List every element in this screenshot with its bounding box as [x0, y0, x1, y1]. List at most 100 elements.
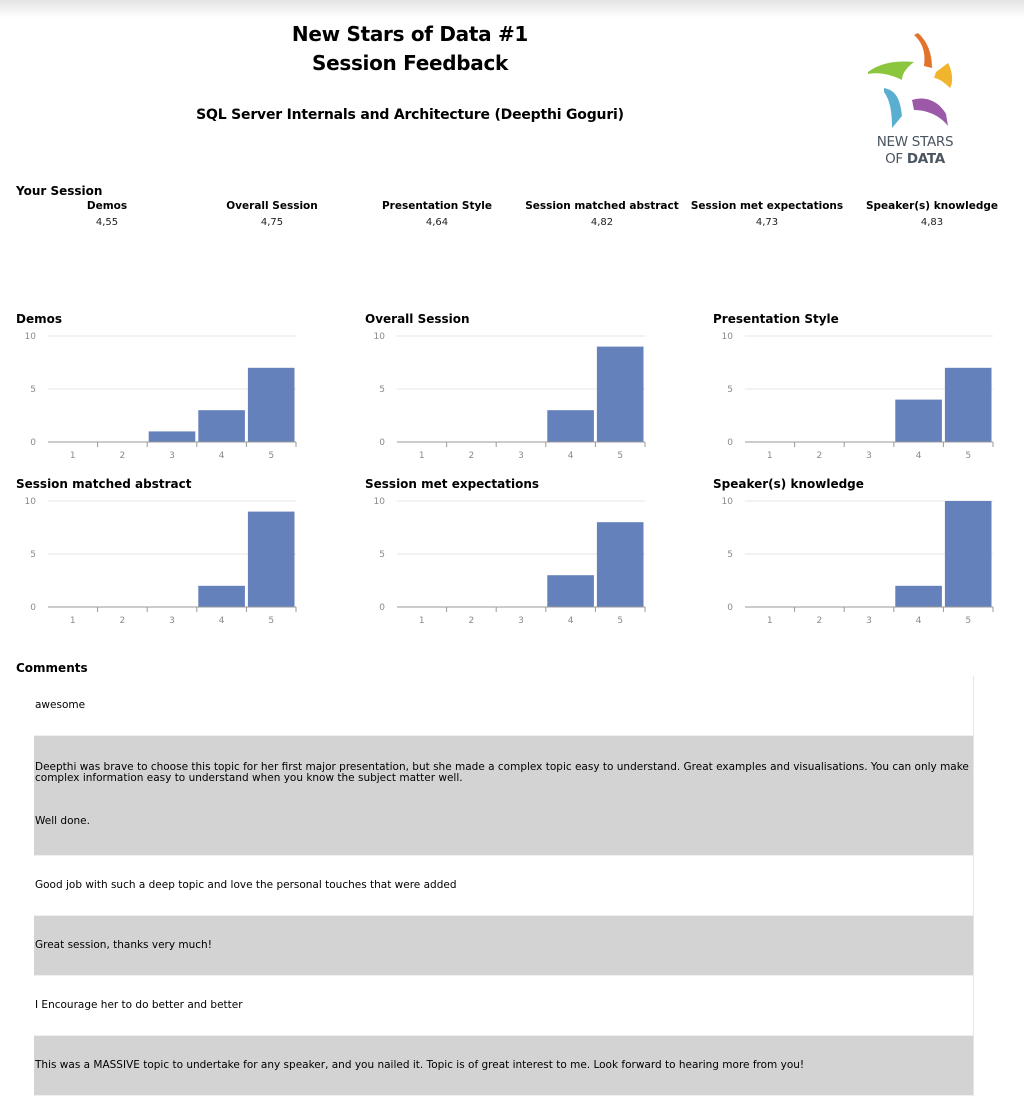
report-subtitle: Session Feedback: [311, 51, 509, 75]
logo-text-line1: NEW STARS: [876, 134, 954, 150]
kpi-label: Session matched abstract: [525, 200, 679, 212]
logo-text-data: DATA: [906, 151, 945, 167]
chart-plot: 0 5 10 1 2 3 4 5: [25, 497, 297, 626]
y-tick-label: 5: [379, 385, 385, 395]
kpi-label: Overall Session: [226, 200, 318, 212]
comment-item: I Encourage her to do better and better: [34, 976, 973, 1036]
chart-session-matched-abstract: Session matched abstract 0 5 10 1 2 3 4 5: [16, 477, 326, 637]
bar-5: [596, 522, 644, 607]
chart-plot: 0 5 10 1 2 3 4 5: [722, 332, 994, 461]
y-tick-label: 5: [727, 550, 733, 560]
kpi-presentation-style: Presentation Style 4,64: [347, 200, 527, 228]
comment-item: This was a MASSIVE topic to undertake fo…: [34, 1036, 973, 1096]
y-tick-label: 10: [722, 332, 734, 342]
x-tick-label: 4: [916, 451, 922, 461]
your-session-heading: Your Session: [16, 184, 103, 198]
y-tick-label: 10: [25, 332, 37, 342]
comment-text: Deepthi was brave to choose this topic f…: [35, 761, 973, 784]
y-tick-label: 0: [727, 438, 733, 448]
bar-3: [148, 431, 196, 442]
chart-title: Demos: [16, 312, 62, 326]
x-tick-label: 3: [518, 451, 524, 461]
x-tick-label: 3: [169, 616, 175, 626]
chart-title: Presentation Style: [713, 312, 839, 326]
x-tick-label: 1: [70, 451, 76, 461]
comment-item: Great session, thanks very much!: [34, 916, 973, 976]
comment-item: awesome: [34, 676, 973, 736]
chart-title: Overall Session: [365, 312, 470, 326]
chart-session-met-expectations: Session met expectations 0 5 10 1 2 3 4 5: [365, 477, 675, 637]
x-tick-label: 1: [767, 451, 773, 461]
bar-4: [895, 399, 942, 442]
comment-text: Well done.: [35, 815, 90, 827]
y-tick-label: 5: [727, 385, 733, 395]
kpi-value: 4,82: [590, 217, 614, 228]
kpi-session-met-expectations: Session met expectations 4,73: [677, 200, 857, 228]
chart-plot: 0 5 10 1 2 3 4 5: [25, 332, 297, 461]
x-tick-label: 4: [568, 451, 574, 461]
kpi-value: 4,64: [425, 217, 449, 228]
comment-text: I Encourage her to do better and better: [35, 999, 243, 1011]
bar-4: [547, 575, 594, 607]
x-tick-label: 2: [120, 451, 126, 461]
y-tick-label: 0: [379, 438, 385, 448]
x-tick-label: 5: [617, 451, 623, 461]
kpi-label: Demos: [86, 200, 128, 212]
comment-item: Good job with such a deep topic and love…: [34, 856, 973, 916]
comment-text: Good job with such a deep topic and love…: [35, 879, 457, 891]
comments-heading: Comments: [16, 661, 88, 675]
y-tick-label: 10: [722, 497, 734, 507]
x-tick-label: 5: [965, 616, 971, 626]
bar-5: [596, 346, 644, 442]
chart-demos: Demos 0 5 10 1 2 3 4 5: [16, 312, 326, 472]
chart-speakers-knowledge: Speaker(s) knowledge 0 5 10 1 2 3 4 5: [713, 477, 1023, 637]
kpi-speakers-knowledge: Speaker(s) knowledge 4,83: [842, 200, 1022, 228]
chart-overall-session: Overall Session 0 5 10 1 2 3 4 5: [365, 312, 675, 472]
kpi-overall-session: Overall Session 4,75: [182, 200, 362, 228]
y-tick-label: 5: [30, 385, 36, 395]
star-logo-icon: [868, 33, 953, 128]
report-title: New Stars of Data #1: [291, 22, 529, 46]
chart-plot: 0 5 10 1 2 3 4 5: [374, 497, 646, 626]
comment-text: Great session, thanks very much!: [35, 939, 212, 951]
x-tick-label: 4: [219, 616, 225, 626]
y-tick-label: 0: [727, 603, 733, 613]
bar-5: [247, 511, 295, 607]
y-tick-label: 10: [374, 332, 386, 342]
comment-text: This was a MASSIVE topic to undertake fo…: [35, 1059, 805, 1071]
x-tick-label: 1: [419, 616, 425, 626]
x-tick-label: 2: [120, 616, 126, 626]
comment-item: Deepthi was brave to choose this topic f…: [34, 736, 973, 856]
kpi-value: 4,55: [95, 217, 119, 228]
kpi-label: Presentation Style: [381, 200, 493, 212]
y-tick-label: 5: [379, 550, 385, 560]
x-tick-label: 3: [866, 616, 872, 626]
chart-title: Session matched abstract: [16, 477, 192, 491]
top-shade: [0, 0, 1024, 18]
x-tick-label: 2: [817, 616, 823, 626]
bar-4: [547, 410, 594, 442]
x-tick-label: 2: [469, 616, 475, 626]
x-tick-label: 3: [866, 451, 872, 461]
y-tick-label: 0: [30, 438, 36, 448]
x-tick-label: 5: [965, 451, 971, 461]
chart-title: Session met expectations: [365, 477, 540, 491]
bar-4: [895, 585, 942, 607]
x-tick-label: 1: [419, 451, 425, 461]
x-tick-label: 2: [817, 451, 823, 461]
bar-5: [247, 367, 295, 442]
x-tick-label: 3: [518, 616, 524, 626]
kpi-value: 4,83: [920, 217, 944, 228]
new-stars-of-data-logo: NEW STARS OF DATA: [862, 30, 968, 170]
comment-text: awesome: [35, 699, 86, 711]
logo-text-of: OF: [885, 151, 907, 167]
kpi-label: Session met expectations: [690, 200, 844, 212]
y-tick-label: 0: [30, 603, 36, 613]
y-tick-label: 10: [374, 497, 386, 507]
comments-list: awesome Deepthi was brave to choose this…: [34, 676, 974, 1096]
chart-presentation-style: Presentation Style 0 5 10 1 2 3 4 5: [713, 312, 1023, 472]
x-tick-label: 4: [568, 616, 574, 626]
logo-text-line2: OF DATA: [862, 151, 968, 167]
chart-title: Speaker(s) knowledge: [713, 477, 864, 491]
session-title: SQL Server Internals and Architecture (D…: [196, 107, 624, 123]
